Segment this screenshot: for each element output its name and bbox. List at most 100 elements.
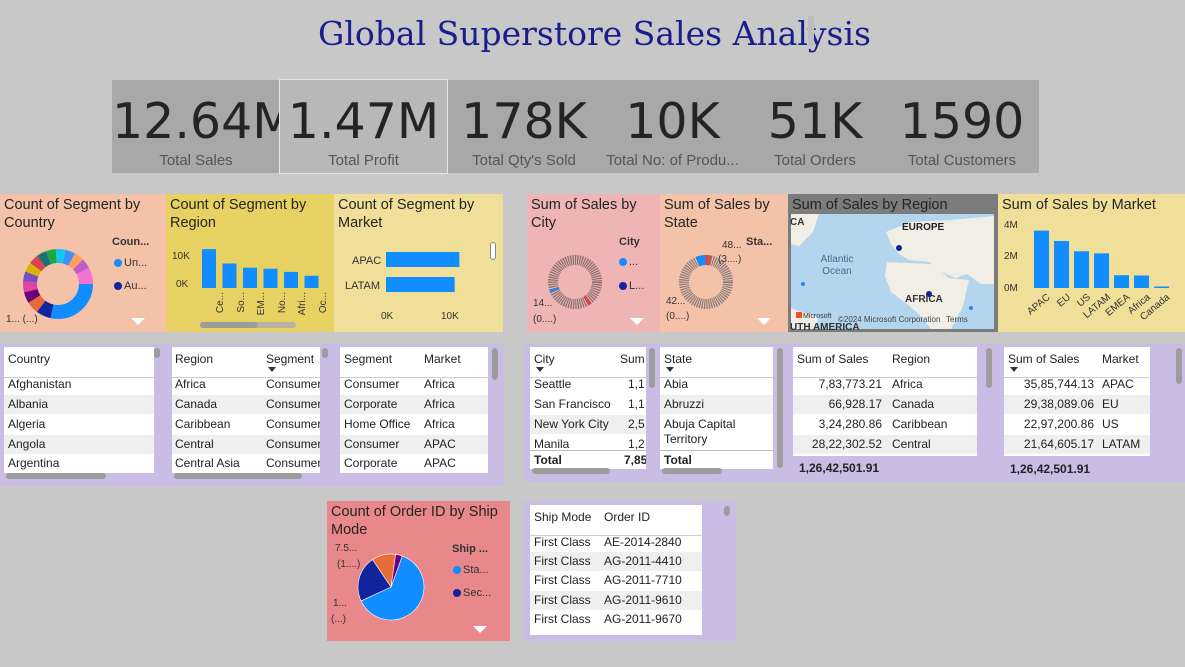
legend-expand-icon[interactable] xyxy=(630,318,644,325)
kpi-total-qty[interactable]: 178K Total Qty's Sold xyxy=(448,80,600,173)
pie-slice[interactable] xyxy=(360,555,425,621)
tile-sales-by-city[interactable]: Sum of Sales by City City ... L... 14...… xyxy=(527,194,660,332)
legend-item[interactable]: Sta... xyxy=(453,564,489,576)
table-row[interactable]: Central Consumer xyxy=(172,435,320,454)
table-city-sales[interactable]: City Sum Seattle 1,1 San Francisco 1,1 New… xyxy=(530,347,646,469)
bar[interactable] xyxy=(1114,275,1129,288)
horizontal-scrollbar[interactable] xyxy=(174,473,302,479)
table-row[interactable]: Caribbean Consumer xyxy=(172,415,320,434)
table-row[interactable]: Albania xyxy=(4,395,154,414)
legend-expand-icon[interactable] xyxy=(473,626,487,633)
sort-desc-icon[interactable] xyxy=(268,367,276,372)
vertical-scrollbar[interactable] xyxy=(649,348,655,388)
tile-segment-by-market[interactable]: Count of Segment by Market APAC LATAM 0K… xyxy=(334,194,503,332)
table-row[interactable]: 3,24,280.86 Caribbean xyxy=(793,415,977,434)
bar[interactable] xyxy=(222,263,237,289)
kpi-total-profit[interactable]: 1.47M Total Profit xyxy=(279,79,448,174)
kpi-total-products[interactable]: 10K Total No: of Produ... xyxy=(600,80,745,173)
legend-expand-icon[interactable] xyxy=(131,318,145,325)
table-row[interactable]: First Class AG-2011-9670 xyxy=(530,610,702,629)
table-row[interactable]: Seattle 1,1 xyxy=(530,375,646,394)
column-header[interactable]: City xyxy=(534,352,555,366)
table-segment-market[interactable]: Segment Market Consumer Africa Corporate A… xyxy=(340,347,488,473)
column-header[interactable]: Region xyxy=(175,352,214,366)
table-row[interactable]: First Class AG-2011-4410 xyxy=(530,552,702,571)
bar[interactable] xyxy=(1034,230,1049,288)
table-row[interactable]: 22,97,200.86 US xyxy=(1004,415,1150,434)
table-row[interactable]: Canada Consumer xyxy=(172,395,320,414)
bar[interactable] xyxy=(386,277,455,292)
bar[interactable] xyxy=(202,249,216,288)
country-donut-chart[interactable] xyxy=(20,246,96,322)
pie-slice[interactable] xyxy=(357,559,392,602)
vertical-scrollbar[interactable] xyxy=(986,348,992,388)
legend-item[interactable]: ... xyxy=(619,256,638,268)
column-header[interactable]: Market xyxy=(424,352,461,366)
tile-segment-by-country[interactable]: Count of Segment by Country Coun... Un..… xyxy=(0,194,166,332)
table-sales-market[interactable]: Sum of Sales Market 35,85,744.13 APAC 29,… xyxy=(1004,347,1150,456)
bar[interactable] xyxy=(1074,251,1089,288)
horizontal-scrollbar[interactable] xyxy=(532,468,610,474)
tile-orders-by-ship-mode[interactable]: Count of Order ID by Ship Mode 7.5... (1… xyxy=(327,501,510,641)
table-row[interactable]: 29,38,089.06 EU xyxy=(1004,395,1150,414)
column-header[interactable]: Region xyxy=(892,352,931,366)
table-row[interactable]: Angola xyxy=(4,435,154,454)
vertical-scrollbar[interactable] xyxy=(154,348,160,358)
vertical-scrollbar[interactable] xyxy=(724,506,730,516)
column-header[interactable]: Segment xyxy=(266,352,315,366)
table-row[interactable]: First Class AG-2011-7710 xyxy=(530,571,702,590)
column-header[interactable]: Sum of Sales xyxy=(1008,352,1080,366)
world-map[interactable] xyxy=(791,214,994,329)
column-header[interactable]: Ship Mode xyxy=(534,510,592,524)
table-region-segment[interactable]: Region Segment Africa Consumer Canada Cons… xyxy=(172,347,320,473)
city-donut-chart[interactable] xyxy=(547,254,603,310)
state-donut-chart[interactable] xyxy=(678,254,734,310)
kpi-total-sales[interactable]: 12.64M Total Sales xyxy=(112,80,280,173)
table-row[interactable]: 35,85,744.13 APAC xyxy=(1004,375,1150,394)
table-row[interactable]: Manila 1,2 xyxy=(530,435,646,454)
table-ship-orders[interactable]: Ship Mode Order ID First Class AE-2014-28… xyxy=(530,505,702,635)
tile-sales-by-state[interactable]: Sum of Sales by State 48... (3....) Sta.… xyxy=(660,194,788,332)
table-row[interactable]: New York City 2,5 xyxy=(530,415,646,434)
pie-slice[interactable] xyxy=(390,553,403,588)
table-row[interactable]: San Francisco 1,1 xyxy=(530,395,646,414)
region-bar-chart[interactable] xyxy=(202,246,330,288)
ship-mode-pie-chart[interactable] xyxy=(357,553,425,621)
sales-market-bar-chart[interactable] xyxy=(1034,224,1176,288)
horizontal-scrollbar[interactable] xyxy=(662,468,722,474)
tile-segment-by-region[interactable]: Count of Segment by Region 10K 0K Ce... S… xyxy=(166,194,334,332)
table-row[interactable]: First Class AG-2011-9610 xyxy=(530,591,702,610)
table-state[interactable]: State Abia Abruzzi Abuja Capital Territo… xyxy=(660,347,773,469)
tile-sales-by-region-map[interactable]: Sum of Sales by Region CA EUROPE Atlanti… xyxy=(788,194,998,332)
column-header[interactable]: Country xyxy=(8,352,51,366)
legend-item[interactable]: Au... xyxy=(114,280,147,292)
bar[interactable] xyxy=(284,271,298,288)
column-header[interactable]: Sum of Sales xyxy=(797,352,869,366)
table-row[interactable]: Abia xyxy=(660,375,773,394)
table-row[interactable]: 28,22,302.52 Central xyxy=(793,435,977,454)
table-row[interactable]: Consumer APAC xyxy=(340,435,488,454)
vertical-scrollbar[interactable] xyxy=(777,348,783,468)
table-row[interactable]: Corporate Africa xyxy=(340,395,488,414)
horizontal-scrollbar[interactable] xyxy=(6,473,106,479)
kpi-total-customers[interactable]: 1590 Total Customers xyxy=(885,80,1039,173)
bar[interactable] xyxy=(263,268,278,288)
bar[interactable] xyxy=(1134,275,1149,288)
table-row[interactable]: Africa Consumer xyxy=(172,375,320,394)
bar[interactable] xyxy=(304,275,319,288)
vertical-scrollbar[interactable] xyxy=(1176,348,1182,384)
bar[interactable] xyxy=(1054,240,1069,288)
table-row[interactable]: Argentina xyxy=(4,454,154,473)
table-row[interactable]: Corporate APAC xyxy=(340,454,488,473)
table-row[interactable]: 21,64,605.17 LATAM xyxy=(1004,435,1150,454)
column-header[interactable]: Sum xyxy=(620,352,645,366)
table-row[interactable]: Abuja Capital Territory xyxy=(660,415,773,449)
kpi-total-orders[interactable]: 51K Total Orders xyxy=(745,80,885,173)
horizontal-scrollbar[interactable] xyxy=(200,322,258,328)
bar[interactable] xyxy=(243,267,257,288)
table-sales-region[interactable]: Sum of Sales Region 7,83,773.21 Africa 66… xyxy=(793,347,977,456)
legend-item[interactable]: Un... xyxy=(114,257,147,269)
bar[interactable] xyxy=(1094,253,1109,288)
legend-expand-icon[interactable] xyxy=(757,318,771,325)
vertical-scrollbar[interactable] xyxy=(490,242,496,260)
